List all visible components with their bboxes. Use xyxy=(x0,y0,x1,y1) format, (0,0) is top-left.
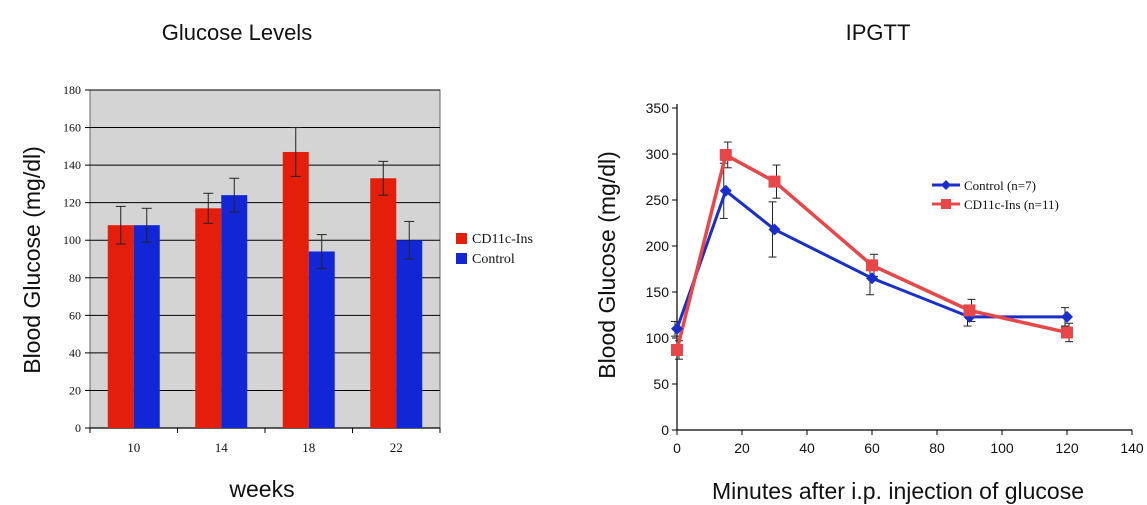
x-tick-label: 80 xyxy=(929,440,945,456)
y-tick-label: 0 xyxy=(75,421,81,435)
data-point xyxy=(768,175,781,188)
y-tick-label: 60 xyxy=(69,308,81,322)
bar xyxy=(221,195,248,428)
x-tick-label: 14 xyxy=(215,440,229,455)
y-tick-label: 300 xyxy=(646,146,670,162)
y-tick-label: 160 xyxy=(63,121,81,135)
legend-marker xyxy=(941,199,951,209)
bar xyxy=(195,208,222,428)
data-point xyxy=(671,322,683,335)
line-chart-ylabel: Blood Glucose (mg/dl) xyxy=(594,151,620,379)
bar-chart-title: Glucose Levels xyxy=(162,20,312,45)
ipgtt-panel: IPGTT Blood Glucose (mg/dl) Minutes afte… xyxy=(560,0,1147,505)
x-tick-label: 18 xyxy=(302,440,315,455)
y-tick-label: 100 xyxy=(63,233,81,247)
bar-legend: CD11c-Ins Control xyxy=(456,232,533,267)
y-tick-label: 40 xyxy=(69,346,81,360)
data-point xyxy=(719,184,732,197)
bar xyxy=(282,151,309,428)
y-tick-label: 80 xyxy=(69,271,81,285)
x-tick-label: 0 xyxy=(673,440,681,456)
legend-label: Control (n=7) xyxy=(964,178,1036,193)
data-point xyxy=(866,272,878,285)
data-point xyxy=(671,343,683,356)
line-chart-title: IPGTT xyxy=(846,20,911,45)
bar xyxy=(107,225,134,428)
bar-chart-xlabel: weeks xyxy=(228,476,294,502)
y-tick-label: 120 xyxy=(63,196,81,210)
bar xyxy=(370,178,397,428)
legend-marker xyxy=(941,180,951,190)
x-tick-label: 120 xyxy=(1055,440,1079,456)
data-point xyxy=(1061,310,1073,323)
series-line xyxy=(675,153,1068,351)
y-tick-label: 150 xyxy=(646,284,670,300)
bar xyxy=(308,251,335,428)
x-tick-label: 100 xyxy=(990,440,1014,456)
legend-label: CD11c-Ins (n=11) xyxy=(964,197,1059,212)
data-point xyxy=(866,259,878,272)
line-chart: IPGTT Blood Glucose (mg/dl) Minutes afte… xyxy=(594,20,1144,504)
x-tick-label: 10 xyxy=(127,440,140,455)
bar xyxy=(396,240,423,428)
x-tick-label: 140 xyxy=(1120,440,1144,456)
data-point xyxy=(1061,326,1073,339)
x-tick-label: 20 xyxy=(734,440,750,456)
bar-chart-ylabel: Blood Glucose (mg/dl) xyxy=(19,146,45,374)
y-tick-label: 50 xyxy=(653,376,669,392)
x-tick-label: 22 xyxy=(390,440,403,455)
line-legend: Control (n=7) CD11c-Ins (n=11) xyxy=(932,178,1059,212)
legend-label: Control xyxy=(472,252,515,267)
line-chart-xlabel: Minutes after i.p. injection of glucose xyxy=(712,478,1084,504)
y-tick-label: 250 xyxy=(646,192,670,208)
bar-chart: Glucose Levels Blood Glucose (mg/dl) wee… xyxy=(19,20,533,502)
bar-plot-area: 0 20 40 60 80 100 120 140 160 180 10 14 18 22 xyxy=(63,83,441,455)
y-tick-label: 200 xyxy=(646,238,670,254)
series-line xyxy=(675,189,1067,330)
y-tick-label: 180 xyxy=(63,83,81,97)
line-plot-area: 0 50 100 150 200 250 300 350 0 20 40 60 80 100 120 140 xyxy=(646,100,1144,456)
legend-label: CD11c-Ins xyxy=(472,232,533,247)
legend-swatch xyxy=(456,253,467,264)
data-point xyxy=(963,304,976,317)
glucose-levels-panel: Glucose Levels Blood Glucose (mg/dl) wee… xyxy=(0,0,560,505)
data-point xyxy=(719,148,732,161)
legend-swatch xyxy=(456,233,467,244)
y-tick-label: 0 xyxy=(661,422,669,438)
data-point xyxy=(768,223,781,236)
y-tick-label: 350 xyxy=(646,100,670,116)
y-tick-label: 140 xyxy=(63,158,81,172)
x-tick-label: 40 xyxy=(799,440,815,456)
y-tick-label: 100 xyxy=(646,330,670,346)
y-tick-label: 20 xyxy=(69,383,81,397)
x-tick-label: 60 xyxy=(864,440,880,456)
bar xyxy=(133,225,160,428)
